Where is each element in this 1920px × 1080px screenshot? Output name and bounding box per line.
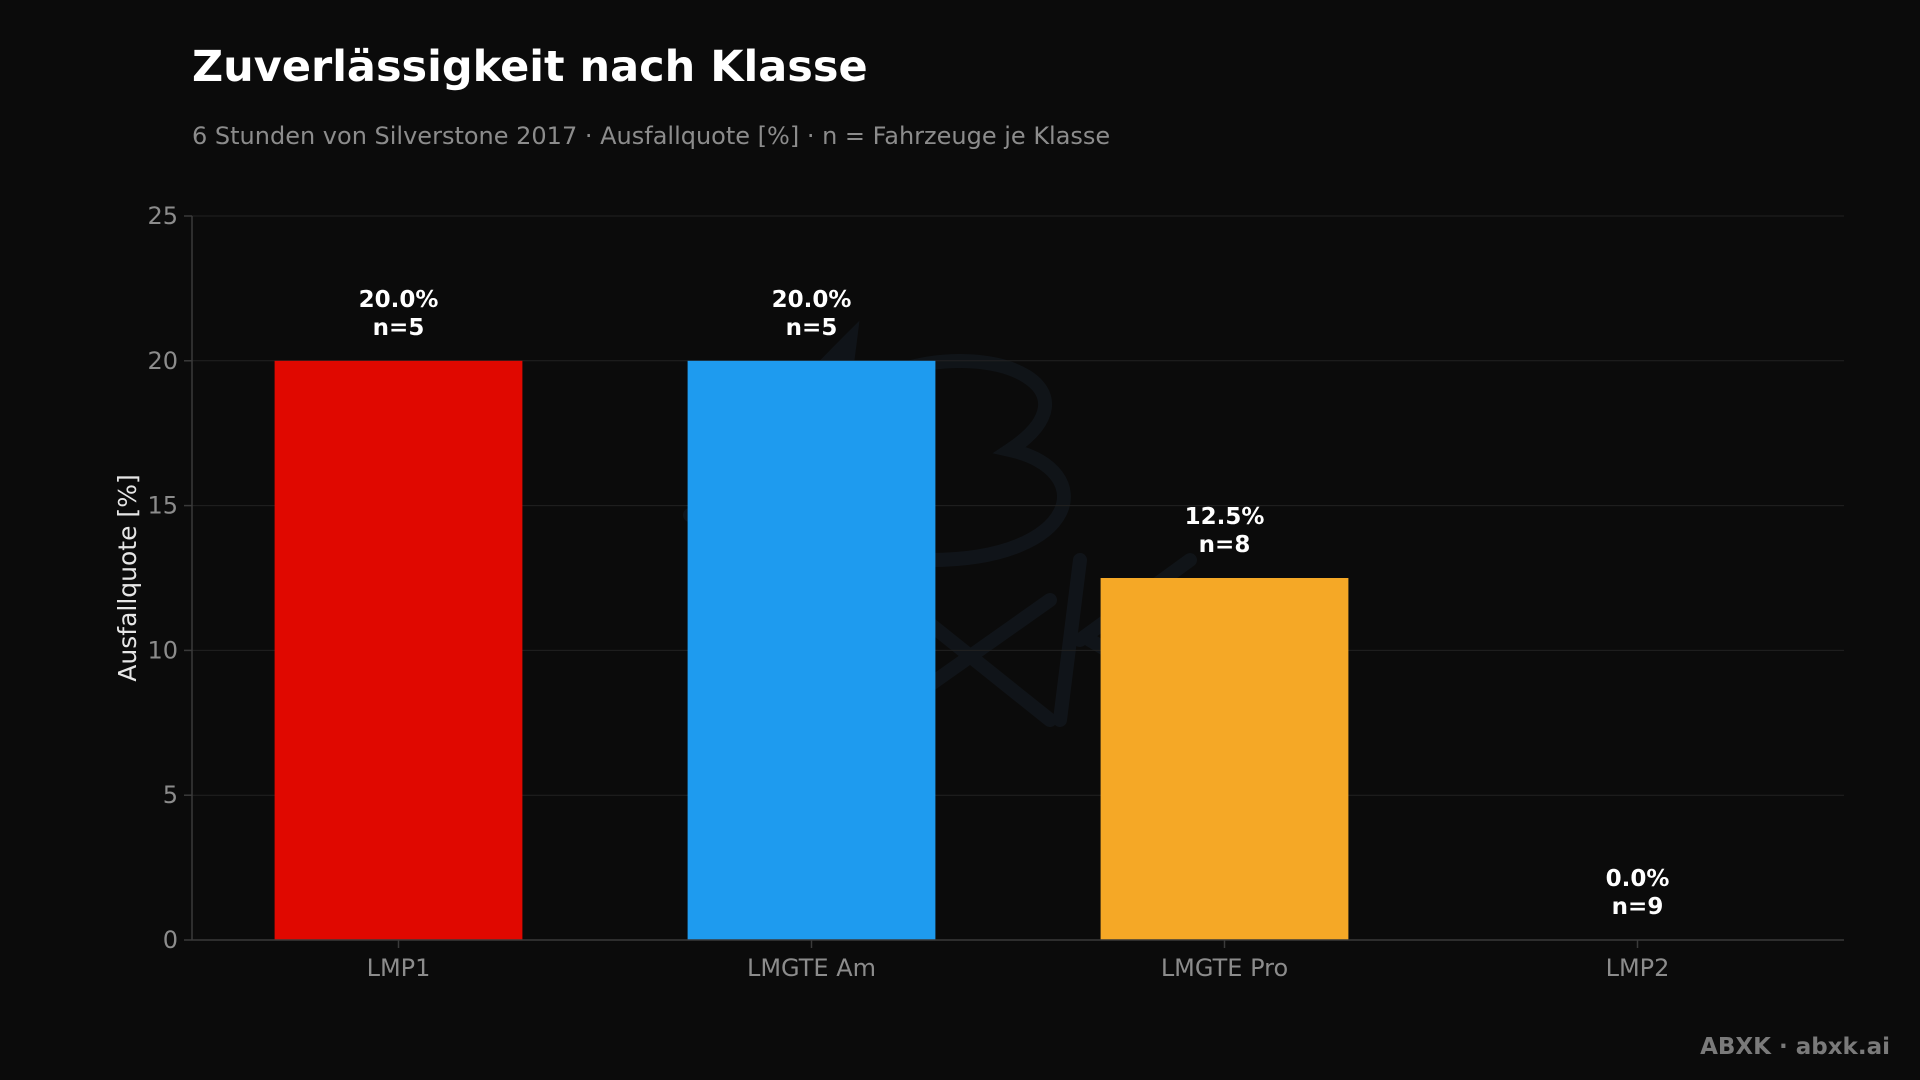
- bars: [274, 360, 1349, 940]
- axes: 0 5 10 15 20 25: [147, 202, 1844, 954]
- chart-subtitle: 6 Stunden von Silverstone 2017 · Ausfall…: [192, 122, 1111, 150]
- n-label-lmgte-pro: n=8: [1199, 532, 1251, 558]
- n-label-lmgte-am: n=5: [786, 315, 838, 341]
- n-label-lmp1: n=5: [373, 315, 425, 341]
- value-label-lmp1: 20.0%: [359, 287, 439, 313]
- y-tick-label-10: 10: [147, 636, 178, 664]
- x-tick-label-lmp2: LMP2: [1606, 954, 1670, 982]
- footer-brand: ABXK · abxk.ai: [1700, 1034, 1890, 1060]
- n-label-lmp2: n=9: [1612, 894, 1664, 920]
- y-tick-label-5: 5: [163, 781, 178, 809]
- bar-lmgte-pro: [1100, 578, 1349, 940]
- bar-lmgte-am: [687, 360, 936, 940]
- value-label-lmp2: 0.0%: [1606, 866, 1670, 892]
- x-tick-label-lmp1: LMP1: [367, 954, 431, 982]
- y-tick-label-0: 0: [163, 926, 178, 954]
- value-label-lmgte-am: 20.0%: [772, 287, 852, 313]
- y-tick-label-15: 15: [147, 492, 178, 520]
- chart-title: Zuverlässigkeit nach Klasse: [192, 42, 868, 92]
- y-tick-label-25: 25: [147, 202, 178, 230]
- bar-lmp1: [274, 360, 523, 940]
- x-tick-label-lmgte-pro: LMGTE Pro: [1161, 954, 1288, 982]
- x-tick-label-lmgte-am: LMGTE Am: [747, 954, 876, 982]
- value-label-lmgte-pro: 12.5%: [1185, 504, 1265, 530]
- y-axis-title: Ausfallquote [%]: [113, 474, 142, 681]
- y-tick-label-20: 20: [147, 347, 178, 375]
